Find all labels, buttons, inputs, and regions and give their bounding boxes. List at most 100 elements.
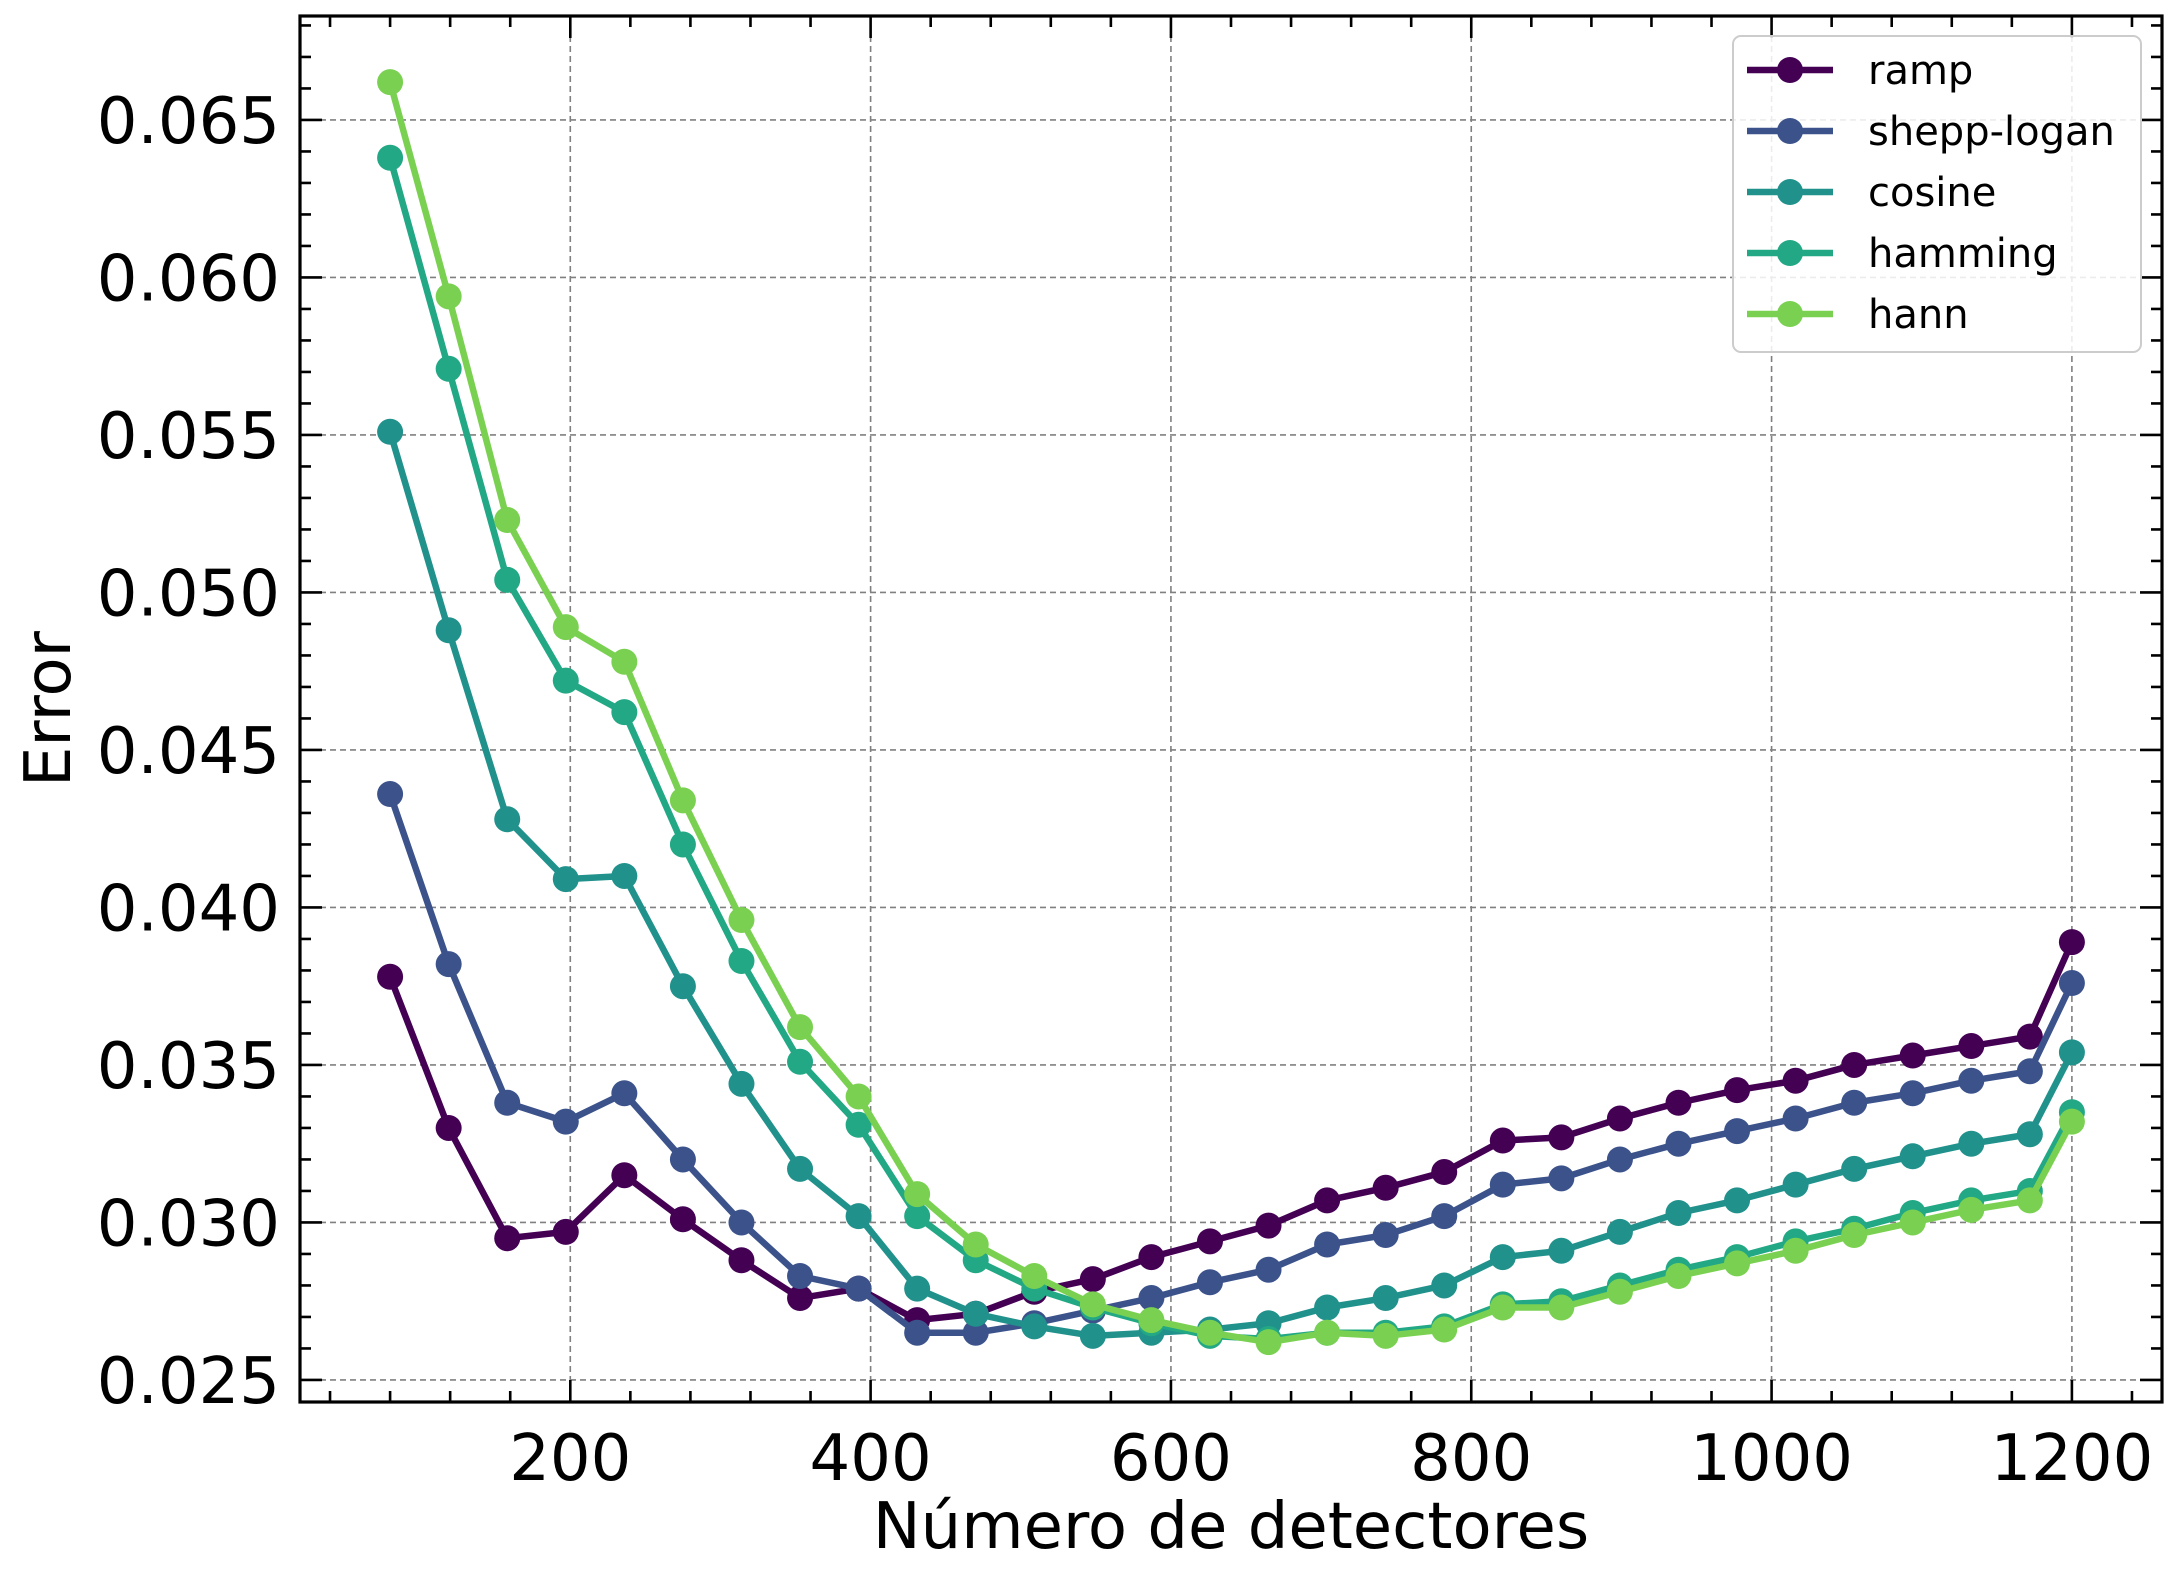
data-point-hann [1958, 1196, 1985, 1223]
data-point-cosine [611, 862, 638, 889]
data-point-hann [669, 787, 696, 814]
data-point-cosine [435, 617, 462, 644]
axis-ticks: 200 400 600 800 1000 1200 0.025 0.030 0.035 0.040… [97, 16, 2162, 1496]
data-point-ramp [1255, 1212, 1282, 1239]
data-point-cosine [1724, 1187, 1751, 1214]
data-point-hann [1196, 1319, 1223, 1346]
data-point-cosine [1489, 1244, 1516, 1271]
data-point-hann [1372, 1322, 1399, 1349]
data-point-cosine [787, 1155, 814, 1182]
data-point-hann [1548, 1294, 1575, 1321]
data-point-shepp-logan [435, 951, 462, 978]
data-point-shepp-logan [1724, 1118, 1751, 1145]
data-point-shepp-logan [611, 1080, 638, 1107]
legend-label-hamming: hamming [1868, 231, 2058, 277]
data-point-cosine [1782, 1171, 1809, 1198]
data-point-hann [1021, 1263, 1048, 1289]
data-point-hamming [494, 566, 521, 593]
data-point-cosine [1841, 1155, 1868, 1182]
data-point-hamming [611, 699, 638, 726]
data-point-cosine [1431, 1272, 1458, 1299]
legend-label-cosine: cosine [1868, 170, 1996, 216]
x-tick-label: 1200 [1990, 1422, 2153, 1496]
legend-marker-hamming [1777, 240, 1803, 266]
series-hann [377, 69, 2085, 1356]
data-point-shepp-logan [728, 1209, 755, 1236]
data-point-cosine [552, 866, 579, 893]
data-point-hamming [728, 948, 755, 974]
data-point-shepp-logan [904, 1319, 931, 1346]
data-point-hann [1431, 1316, 1458, 1343]
data-point-shepp-logan [1841, 1089, 1868, 1116]
legend-label-hann: hann [1868, 292, 1969, 338]
data-point-cosine [2058, 1039, 2085, 1066]
data-point-ramp [2058, 929, 2085, 956]
data-point-shepp-logan [2058, 970, 2085, 997]
series-group [377, 69, 2085, 1356]
x-tick-label: 400 [810, 1422, 932, 1496]
x-tick-label: 800 [1410, 1422, 1532, 1496]
data-point-ramp [787, 1285, 814, 1312]
data-point-cosine [1548, 1237, 1575, 1264]
data-point-ramp [1665, 1089, 1692, 1116]
data-point-hann [494, 507, 521, 533]
data-point-ramp [435, 1114, 462, 1141]
data-point-ramp [1899, 1042, 1926, 1069]
data-point-hann [962, 1231, 989, 1258]
data-point-ramp [1138, 1244, 1165, 1271]
data-point-hann [611, 648, 638, 675]
data-point-hann [1782, 1237, 1809, 1264]
data-point-shepp-logan [845, 1275, 872, 1302]
y-tick-label: 0.055 [97, 400, 280, 474]
data-point-shepp-logan [494, 1089, 521, 1116]
data-point-hann [552, 614, 579, 641]
data-point-shepp-logan [669, 1146, 696, 1173]
data-point-ramp [728, 1247, 755, 1274]
legend-marker-ramp [1777, 57, 1803, 83]
x-tick-label: 200 [509, 1422, 631, 1496]
data-point-ramp [669, 1206, 696, 1233]
x-tick-label: 1000 [1690, 1422, 1853, 1496]
data-point-shepp-logan [1958, 1067, 1985, 1094]
data-point-ramp [1372, 1174, 1399, 1201]
legend-label-ramp: ramp [1868, 48, 1973, 94]
data-point-cosine [1606, 1218, 1633, 1245]
data-point-cosine [1665, 1200, 1692, 1226]
data-point-hann [377, 69, 404, 96]
data-point-shepp-logan [1138, 1285, 1165, 1312]
legend-marker-cosine [1777, 179, 1803, 205]
data-point-hann [1255, 1329, 1282, 1356]
data-point-ramp [611, 1162, 638, 1189]
data-point-cosine [962, 1300, 989, 1327]
data-point-cosine [1372, 1285, 1399, 1312]
data-point-shepp-logan [1314, 1231, 1341, 1258]
data-point-hann [845, 1083, 872, 1110]
data-point-shepp-logan [1665, 1130, 1692, 1157]
y-tick-label: 0.060 [97, 242, 280, 316]
data-point-hann [1138, 1307, 1165, 1334]
data-point-shepp-logan [1489, 1171, 1516, 1198]
data-point-hamming [669, 831, 696, 858]
legend-label-shepp-logan: shepp-logan [1868, 109, 2115, 155]
data-point-ramp [1196, 1228, 1223, 1255]
data-point-hamming [435, 355, 462, 382]
data-point-ramp [552, 1218, 579, 1245]
legend-box [1732, 35, 2142, 353]
data-point-hann [2058, 1108, 2085, 1135]
data-point-cosine [377, 418, 404, 445]
data-point-shepp-logan [2016, 1058, 2043, 1085]
data-point-ramp [1841, 1051, 1868, 1078]
data-point-cosine [1958, 1130, 1985, 1157]
y-axis-title: Error [12, 630, 86, 787]
data-point-shepp-logan [1431, 1203, 1458, 1230]
data-point-ramp [1548, 1124, 1575, 1151]
data-point-ramp [1314, 1187, 1341, 1214]
data-point-hamming [377, 144, 404, 171]
data-point-shepp-logan [787, 1263, 814, 1289]
data-point-shepp-logan [1899, 1080, 1926, 1107]
data-point-hann [435, 283, 462, 310]
data-point-cosine [1021, 1313, 1048, 1340]
data-point-shepp-logan [1548, 1165, 1575, 1192]
